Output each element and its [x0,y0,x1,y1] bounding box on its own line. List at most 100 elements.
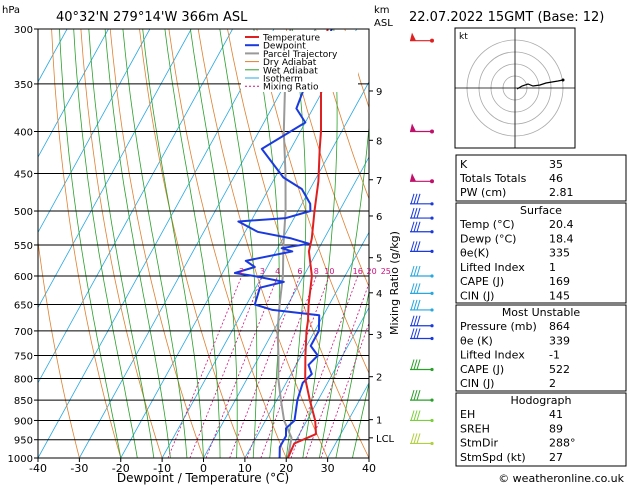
most-unstable-row-value: 339 [549,334,570,347]
wind-barb-dot [430,398,434,402]
pressure-tick-label: 400 [14,128,33,139]
dry-adiabat-line [315,29,369,200]
wind-barb-dot [430,179,434,184]
pressure-tick-label: 500 [14,207,33,218]
wind-barb-dot [430,129,434,134]
pressure-tick-label: 900 [14,416,33,427]
index-pw-label: PW (cm) [460,186,506,199]
hodograph-title: Hodograph [511,394,572,407]
wind-barb-feather [413,265,418,277]
copyright-text: © weatheronline.co.uk [498,472,624,485]
background-lines [38,29,369,458]
wind-barb-dot [430,308,434,312]
wind-barb-feather [416,389,421,401]
index-pw-value: 2.81 [549,186,574,199]
axes: 3003504004505005506006507007508008509009… [8,25,395,475]
hodograph-trace [516,79,564,90]
wind-barb-feather [413,299,418,311]
most-unstable-row-value: 2 [549,377,556,390]
hodograph-row-value: 27 [549,451,563,464]
wind-barb-feather [413,410,418,421]
legend-box [241,31,358,92]
isotherm-line [38,29,151,234]
pressure-tick-label: 800 [14,374,33,385]
pressure-tick-label: 450 [14,169,33,180]
km-tick-label: LCL [376,434,395,445]
asl-unit-label: ASL [374,18,393,29]
index-k-label: K [460,158,468,171]
datetime-title: 22.07.2022 15GMT (Base: 12) [409,10,604,25]
mixing-ratio-line [189,275,263,458]
wind-barb-feather [416,315,421,326]
isotherm-line [38,29,233,384]
legend-entry: Isotherm [263,75,303,85]
mixing-ratio-label: 16 [353,267,363,276]
km-tick-label: 9 [376,87,382,98]
temperature-tick-label: -20 [112,462,130,475]
isotherm-line [327,381,369,458]
pressure-tick-label: 950 [14,436,33,447]
legend-entry: Temperature [262,34,320,44]
legend-entry: Parcel Trajectory [263,50,338,60]
wind-barb-feather [413,207,418,219]
surface-row-label: Lifted Index [460,261,525,274]
wind-barb-feather [416,359,421,370]
wind-barb-dot [430,202,434,206]
mixing-ratio-label: 10 [324,267,334,276]
isotherm-line [285,306,369,458]
dry-adiabat-line [285,29,369,288]
pressure-tick-label: 300 [14,25,33,36]
panel-box [455,392,627,467]
km-unit-label: km [374,5,390,16]
surface-row-label: Dewp (°C) [460,232,516,245]
wind-barb-dot [430,418,434,423]
hodograph-row-value: 89 [549,422,563,435]
legend-entry: Wet Adiabat [263,66,318,76]
km-tick-label: 6 [376,212,382,223]
temperature-tick-label: 20 [279,462,293,475]
panel-box [455,304,627,392]
mixing-ratio-line [167,275,243,458]
surface-row-value: 335 [549,247,570,260]
wind-barb-feather [416,283,421,294]
wind-barb-feather [416,221,421,232]
mixing-ratio-label: 4 [275,267,280,276]
most-unstable-title: Most Unstable [502,306,581,319]
legend-entry: Dry Adiabat [263,58,317,68]
wind-barb-feather [416,207,421,219]
most-unstable-row-label: Lifted Index [460,349,525,362]
mixing-ratio-line [229,275,301,458]
wind-barb-dot [430,38,434,43]
wind-barb-feather [413,389,418,401]
mixing-ratio-label: 20 [367,267,377,276]
wind-barb-feather [410,299,415,311]
km-tick-label: 1 [376,416,382,427]
wind-barb-dot [430,367,434,372]
hodograph-row-value: 288° [549,437,576,450]
mixing-ratio-label: 25 [381,267,391,276]
pressure-tick-label: 750 [14,351,33,362]
surface-row-value: 145 [549,290,570,303]
wind-barb-feather [410,433,415,444]
temperature-tick-label: 10 [238,462,252,475]
wind-barb-dot [430,324,434,328]
wind-barb-feather [413,328,418,339]
temperature-tick-label: -10 [153,462,171,475]
pressure-tick-label: 600 [14,272,33,283]
surface-row-value: 20.4 [549,218,574,231]
mixing-ratio-label: 8 [314,267,319,276]
wind-barbs [410,32,434,446]
mixing-ratio-line [305,282,369,458]
hodograph-row-value: 41 [549,408,563,421]
wind-barb-feather [410,410,415,421]
surface-row-label: Temp (°C) [459,218,515,231]
pressure-tick-label: 650 [14,301,33,312]
isotherm-line [38,29,275,458]
wind-barb-dot [430,441,434,446]
hodograph-point [561,78,565,82]
wind-barb-dot [430,249,434,253]
km-tick-label: 8 [376,136,382,147]
surface-title: Surface [520,204,562,217]
mixing-ratio-label: 3 [260,267,265,276]
